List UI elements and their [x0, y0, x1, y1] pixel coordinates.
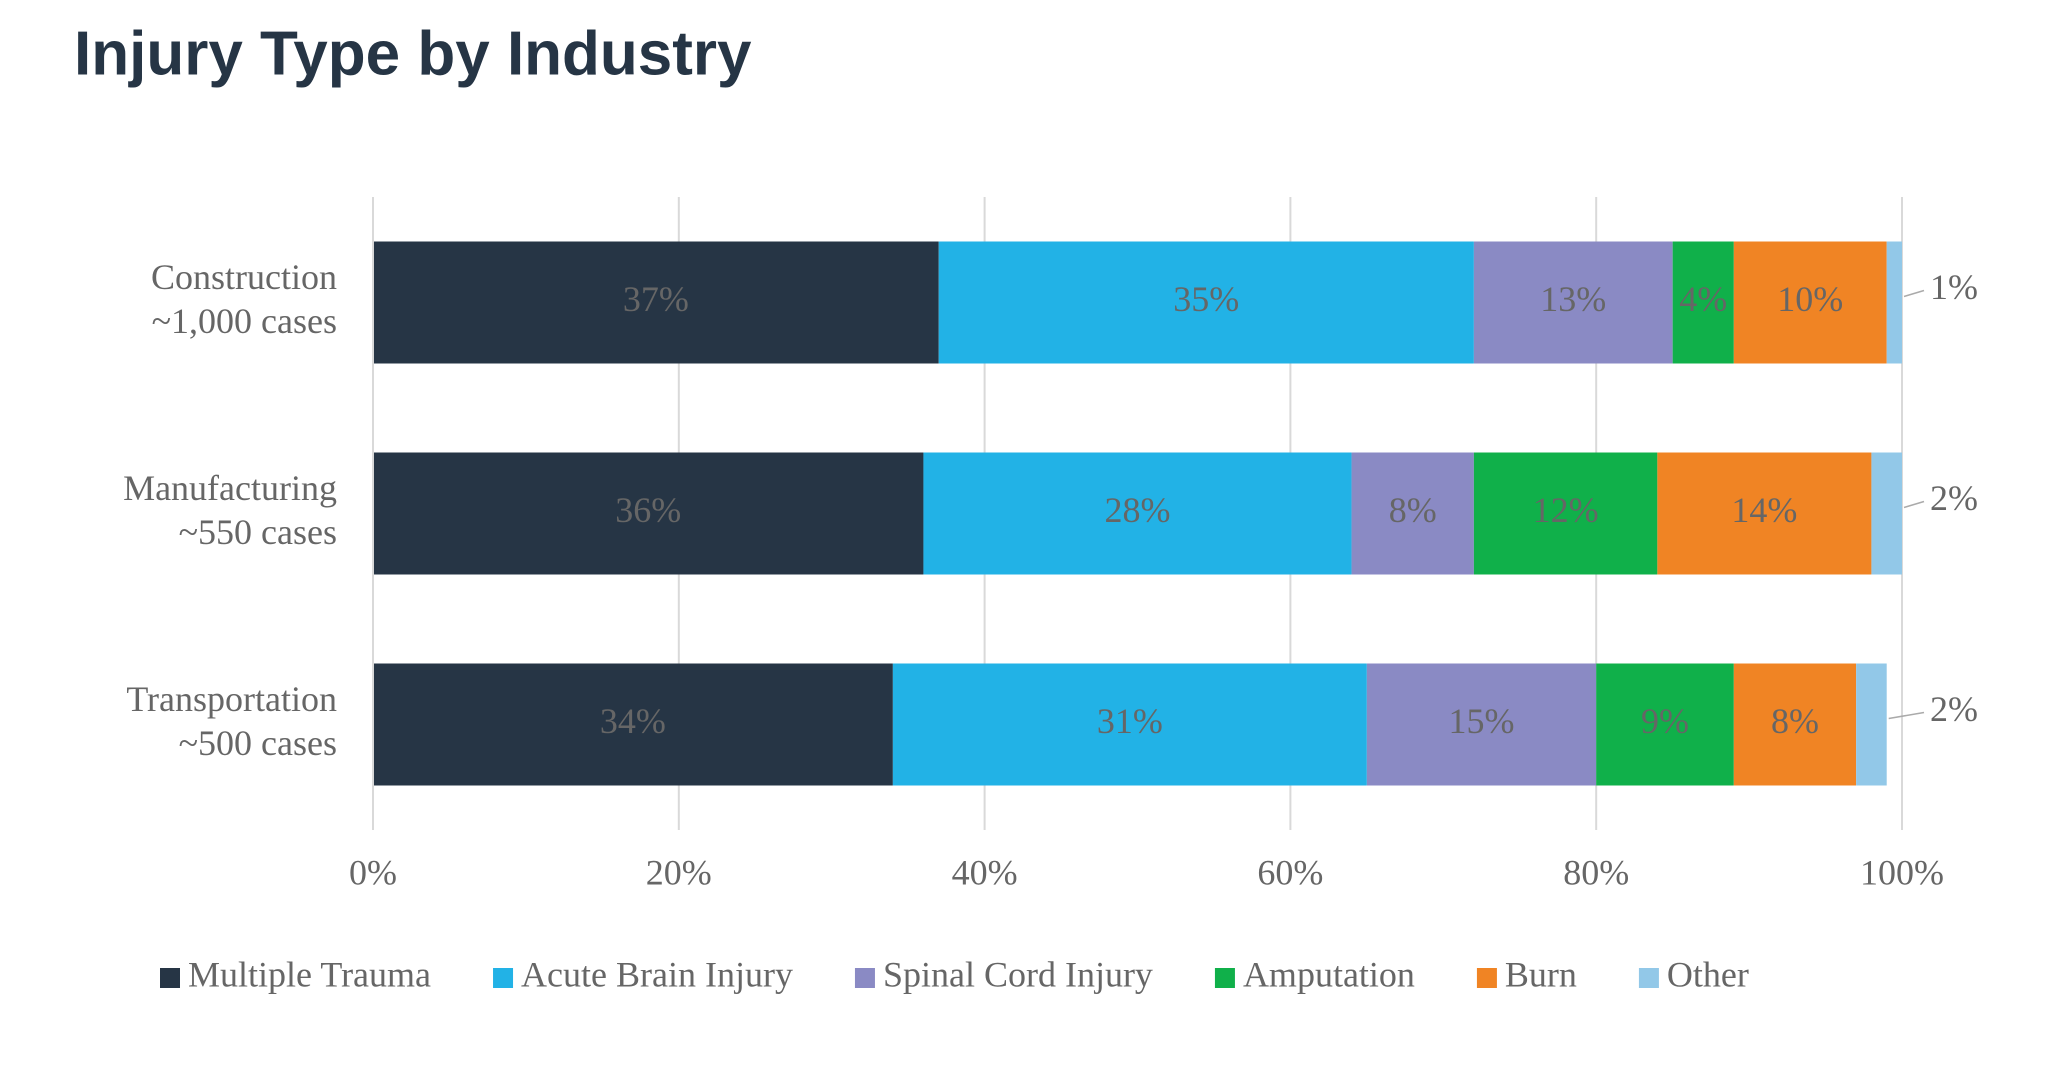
x-tick-label: 40%: [952, 852, 1018, 892]
value-label: 8%: [1771, 701, 1819, 741]
legend-swatch: [493, 968, 514, 988]
value-label: 1%: [1930, 267, 1978, 307]
bar-segment: [923, 452, 1352, 575]
legend-label: Amputation: [1243, 954, 1415, 994]
chart-title: Injury Type by Industry: [74, 19, 752, 88]
bar-segment: [1366, 663, 1597, 786]
legend-swatch: [1476, 968, 1497, 988]
value-label: 13%: [1540, 279, 1606, 319]
x-tick-label: 80%: [1563, 852, 1629, 892]
value-label: 37%: [623, 279, 689, 319]
bar-segment: [892, 663, 1367, 786]
leader-line: [1903, 500, 1925, 509]
category-sublabel: ~1,000 cases: [152, 301, 337, 341]
x-tick-label: 100%: [1860, 852, 1944, 892]
bar-segment: [1672, 241, 1734, 364]
bar-segment: [1856, 663, 1887, 786]
bar-segment: [1473, 452, 1658, 575]
category-label: Transportation: [126, 679, 337, 719]
value-label: 12%: [1533, 490, 1599, 530]
value-label: 4%: [1679, 279, 1727, 319]
value-label: 14%: [1731, 490, 1797, 530]
value-label: 34%: [600, 701, 666, 741]
legend-swatch: [1214, 968, 1235, 988]
category-sublabel: ~500 cases: [179, 723, 337, 763]
bar-segment: [373, 452, 924, 575]
value-label: 2%: [1930, 478, 1978, 518]
legend-label: Burn: [1505, 954, 1577, 994]
value-label: 10%: [1777, 279, 1843, 319]
value-label: 35%: [1173, 279, 1239, 319]
legend-label: Spinal Cord Injury: [883, 954, 1153, 994]
bar-segment: [1733, 241, 1887, 364]
x-tick-label: 0%: [349, 852, 397, 892]
value-label: 15%: [1449, 701, 1515, 741]
bar-segment: [373, 663, 893, 786]
bar-segment: [1871, 452, 1902, 575]
legend-label: Multiple Trauma: [188, 954, 431, 994]
bar-segment: [1657, 452, 1872, 575]
category-label: Construction: [151, 257, 337, 297]
bar-segment: [1473, 241, 1673, 364]
value-label: 28%: [1105, 490, 1171, 530]
bar-segment: [1733, 663, 1857, 786]
x-tick-label: 20%: [646, 852, 712, 892]
value-label: 8%: [1389, 490, 1437, 530]
legend-label: Acute Brain Injury: [521, 954, 793, 994]
legend-swatch: [1638, 968, 1659, 988]
category-label: Manufacturing: [123, 468, 337, 508]
category-sublabel: ~550 cases: [179, 512, 337, 552]
bar-segment: [938, 241, 1474, 364]
legend-swatch: [160, 968, 180, 988]
value-label: 31%: [1097, 701, 1163, 741]
legend-label: Other: [1667, 954, 1749, 994]
bar-segment: [1886, 241, 1902, 364]
value-label: 36%: [615, 490, 681, 530]
x-tick-label: 60%: [1257, 852, 1323, 892]
leader-line: [1888, 711, 1925, 720]
bar-segment: [1596, 663, 1734, 786]
bar-segment: [1351, 452, 1474, 575]
leader-line: [1903, 289, 1925, 298]
legend-swatch: [854, 968, 875, 988]
value-label: 9%: [1641, 701, 1689, 741]
bar-segment: [373, 241, 939, 364]
value-label: 2%: [1930, 689, 1978, 729]
